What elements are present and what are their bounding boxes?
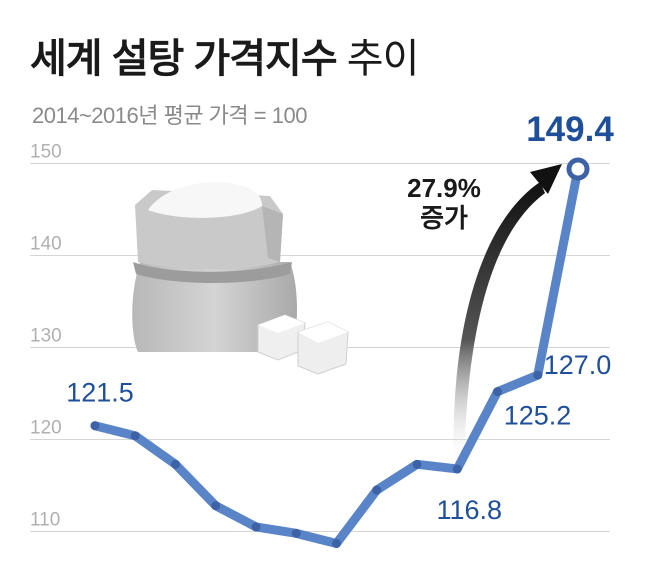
data-points bbox=[90, 157, 590, 548]
data-label: 116.8 bbox=[436, 495, 502, 525]
annotation-text: 증가 bbox=[420, 203, 468, 233]
y-axis-tick-labels: 110 120 130 140 150 bbox=[30, 142, 62, 531]
increase-annotation: 27.9% 증가 bbox=[407, 173, 481, 233]
data-point bbox=[452, 464, 462, 474]
data-point bbox=[251, 522, 261, 532]
gridlines bbox=[30, 163, 610, 532]
annotation-percent: 27.9% bbox=[407, 173, 481, 203]
sugar-sack-icon bbox=[132, 181, 297, 352]
data-point bbox=[291, 528, 301, 538]
y-tick-label: 130 bbox=[30, 326, 62, 347]
data-label: 127.0 bbox=[544, 350, 612, 380]
data-label: 125.2 bbox=[504, 401, 572, 431]
y-tick-label: 150 bbox=[30, 142, 62, 163]
data-point bbox=[372, 485, 382, 495]
data-label: 149.4 bbox=[526, 110, 614, 149]
title-main: 세계 설탕 가격지수 bbox=[30, 37, 338, 81]
y-tick-label: 110 bbox=[30, 510, 60, 531]
data-point bbox=[211, 501, 221, 511]
increase-arrow bbox=[453, 164, 562, 468]
y-tick-label: 120 bbox=[30, 418, 62, 439]
data-label: 121.5 bbox=[66, 378, 134, 408]
data-point bbox=[493, 387, 502, 397]
data-labels: 121.5 116.8 125.2 127.0 149.4 bbox=[66, 110, 614, 525]
chart-title: 세계 설탕 가격지수 추이 bbox=[30, 26, 420, 84]
data-point bbox=[90, 421, 100, 431]
data-point bbox=[332, 538, 341, 548]
y-tick-label: 140 bbox=[30, 234, 62, 255]
data-point bbox=[171, 459, 180, 469]
data-point bbox=[130, 431, 140, 441]
data-point bbox=[533, 370, 543, 380]
sugar-cubes-icon bbox=[257, 314, 349, 375]
data-point-last bbox=[566, 157, 590, 181]
title-suffix: 추이 bbox=[346, 37, 420, 81]
data-point bbox=[412, 459, 422, 469]
chart-subtitle: 2014~2016년 평균 가격 = 100 bbox=[32, 103, 307, 128]
